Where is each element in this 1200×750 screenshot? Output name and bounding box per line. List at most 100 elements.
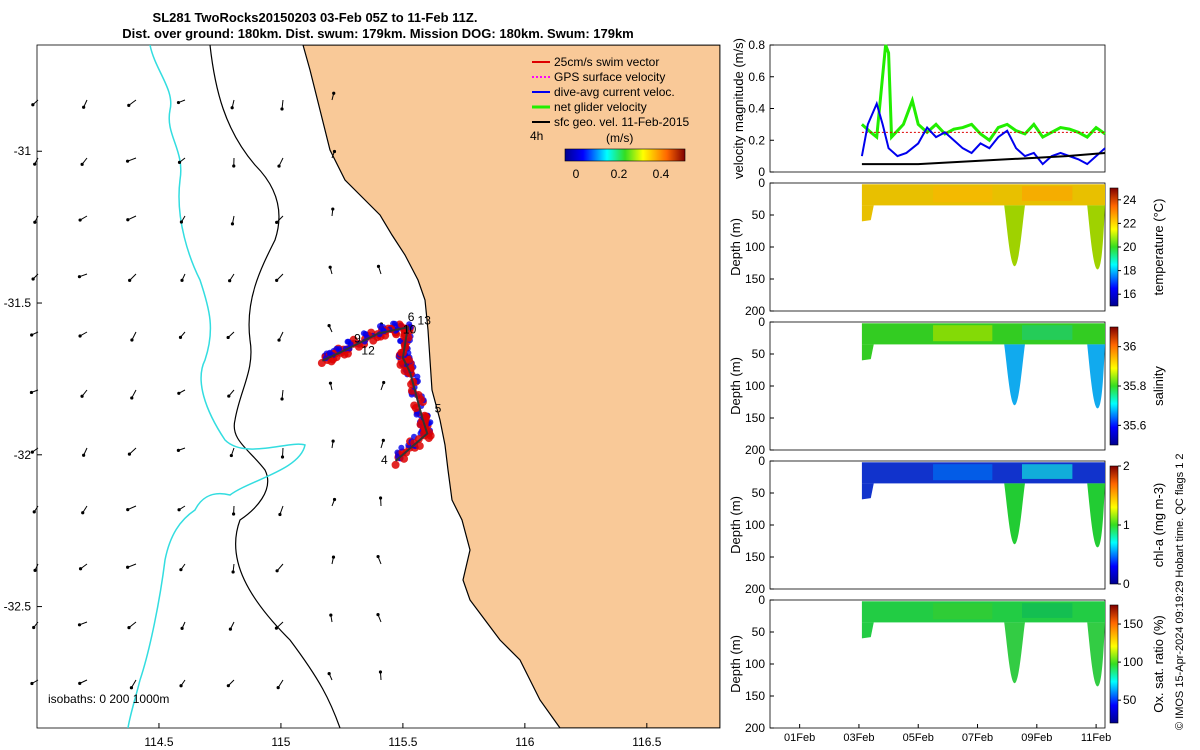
swim-vector-mark [416, 420, 425, 429]
velocity-ylabel: velocity magnitude (m/s) [731, 38, 746, 179]
y-tick-label: 100 [745, 240, 765, 254]
y-tick-label: 50 [752, 625, 766, 639]
vector-arrow-head [280, 455, 285, 459]
vector-arrow-head [327, 324, 331, 328]
section-colorbar [1109, 326, 1119, 446]
section-patch [1021, 464, 1073, 479]
dive-avg-mark [414, 373, 421, 380]
section-dive [861, 205, 874, 222]
dive-avg-mark [398, 444, 405, 451]
depth-ylabel: Depth (m) [728, 635, 743, 693]
vector-arrow-head [126, 565, 130, 569]
map-axis-ticks: 114.5 115 115.5 116 116.5 -31 -31.5 -32 -32.5 [4, 144, 662, 749]
legend-item: net glider velocity [532, 100, 647, 114]
vector-arrow-head [328, 265, 332, 269]
section-patch [933, 603, 993, 620]
x-tick-label: 116 [515, 735, 534, 749]
vector-arrow-head [179, 684, 183, 688]
depth-ylabel: Depth (m) [728, 357, 743, 415]
y-tick-label: -32.5 [4, 600, 32, 614]
vector-arrow-head [127, 452, 132, 456]
vector-arrow-head [33, 162, 37, 166]
velocity-series-line [861, 151, 1106, 166]
vector-arrow-head [275, 220, 279, 224]
day-label: 4 [381, 453, 388, 467]
vector-arrow-head [82, 453, 86, 457]
vector-arrow-head [80, 162, 84, 166]
y-tick-label: 0.6 [748, 70, 765, 84]
section-dive [1004, 622, 1025, 684]
legend-label: net glider velocity [554, 100, 647, 114]
vector-arrow-head [332, 91, 336, 95]
vector-arrow-head [32, 625, 36, 630]
vector-arrow-head [30, 450, 34, 454]
colorbar-label: temperature (°C) [1151, 199, 1166, 296]
vector-arrow-head [81, 511, 85, 515]
colorbar-tick-label: 22 [1123, 216, 1137, 230]
vector-arrow-head [78, 567, 83, 571]
vector-arrow-head [179, 220, 184, 224]
velocity-panel-frame [769, 44, 1106, 173]
colorbar-tick-label: 20 [1123, 240, 1137, 254]
vector-arrow-head [128, 278, 132, 282]
vector-arrow-head [277, 338, 281, 342]
vector-arrow-head [77, 275, 82, 279]
colorbar-tick-label: 16 [1123, 287, 1137, 301]
x-tick-label: 01Feb [784, 732, 815, 744]
legend-label: sfc geo. vel. 11-Feb-2015 [554, 115, 690, 129]
x-tick-label: 116.5 [632, 735, 661, 749]
section-dive [1087, 622, 1105, 687]
swim-vector-mark [391, 460, 400, 469]
section-patch [1021, 186, 1073, 201]
vector-arrow-head [228, 627, 233, 631]
legend-item: GPS surface velocity [532, 70, 665, 84]
y-tick-label: -31.5 [4, 296, 32, 310]
speed-colorbar [564, 148, 686, 162]
y-tick-label: 0 [758, 593, 765, 607]
section-dive [861, 344, 874, 361]
colorbar-label: salinity [1151, 366, 1166, 406]
colorbar-tick-label: 24 [1123, 193, 1137, 207]
vector-arrow-head [331, 439, 335, 443]
section-dive [861, 622, 874, 639]
vector-arrow-head [331, 207, 335, 211]
vector-arrow-head [129, 686, 134, 690]
vector-arrow-head [178, 335, 183, 339]
colorbar-tick: 0.4 [653, 167, 670, 181]
vector-arrow-head [277, 164, 281, 168]
land-area [302, 45, 720, 728]
vector-arrow-head [126, 218, 130, 222]
vector-arrow-head [180, 626, 184, 630]
vector-arrow-head [226, 335, 230, 340]
section-dive [1004, 344, 1025, 406]
y-tick-label: 0 [758, 454, 765, 468]
colorbar-tick-label: 100 [1123, 655, 1143, 669]
section-dive [1087, 344, 1105, 409]
day-label: 9 [354, 331, 361, 345]
day-label: 5 [435, 401, 442, 415]
y-tick-label: 200 [745, 443, 765, 457]
x-tick-label: 11Feb [1081, 732, 1111, 744]
vector-arrow-head [226, 684, 230, 688]
vector-arrow-head [376, 264, 381, 269]
vector-arrow-head [280, 397, 284, 401]
section-colorbar [1109, 187, 1119, 307]
vector-arrow-head [177, 508, 181, 512]
section-dive [861, 483, 874, 500]
map-legend: 25cm/s swim vector GPS surface velocity … [530, 55, 690, 181]
y-tick-label: 150 [745, 550, 765, 564]
y-tick-label: 150 [745, 272, 765, 286]
vector-arrow-head [276, 685, 280, 690]
y-tick-label: 50 [752, 347, 766, 361]
y-tick-label: 0 [758, 176, 765, 190]
day-label: 12 [361, 344, 375, 358]
colorbar-tick: 0 [573, 167, 580, 181]
x-tick-label: 03Feb [843, 732, 874, 744]
glider-track-line [321, 326, 429, 462]
vector-arrow-head [78, 334, 82, 338]
vector-arrow-head [230, 222, 235, 226]
section-patch [1021, 603, 1073, 618]
y-tick-label: 50 [752, 208, 766, 222]
vector-arrow-head [125, 159, 130, 163]
